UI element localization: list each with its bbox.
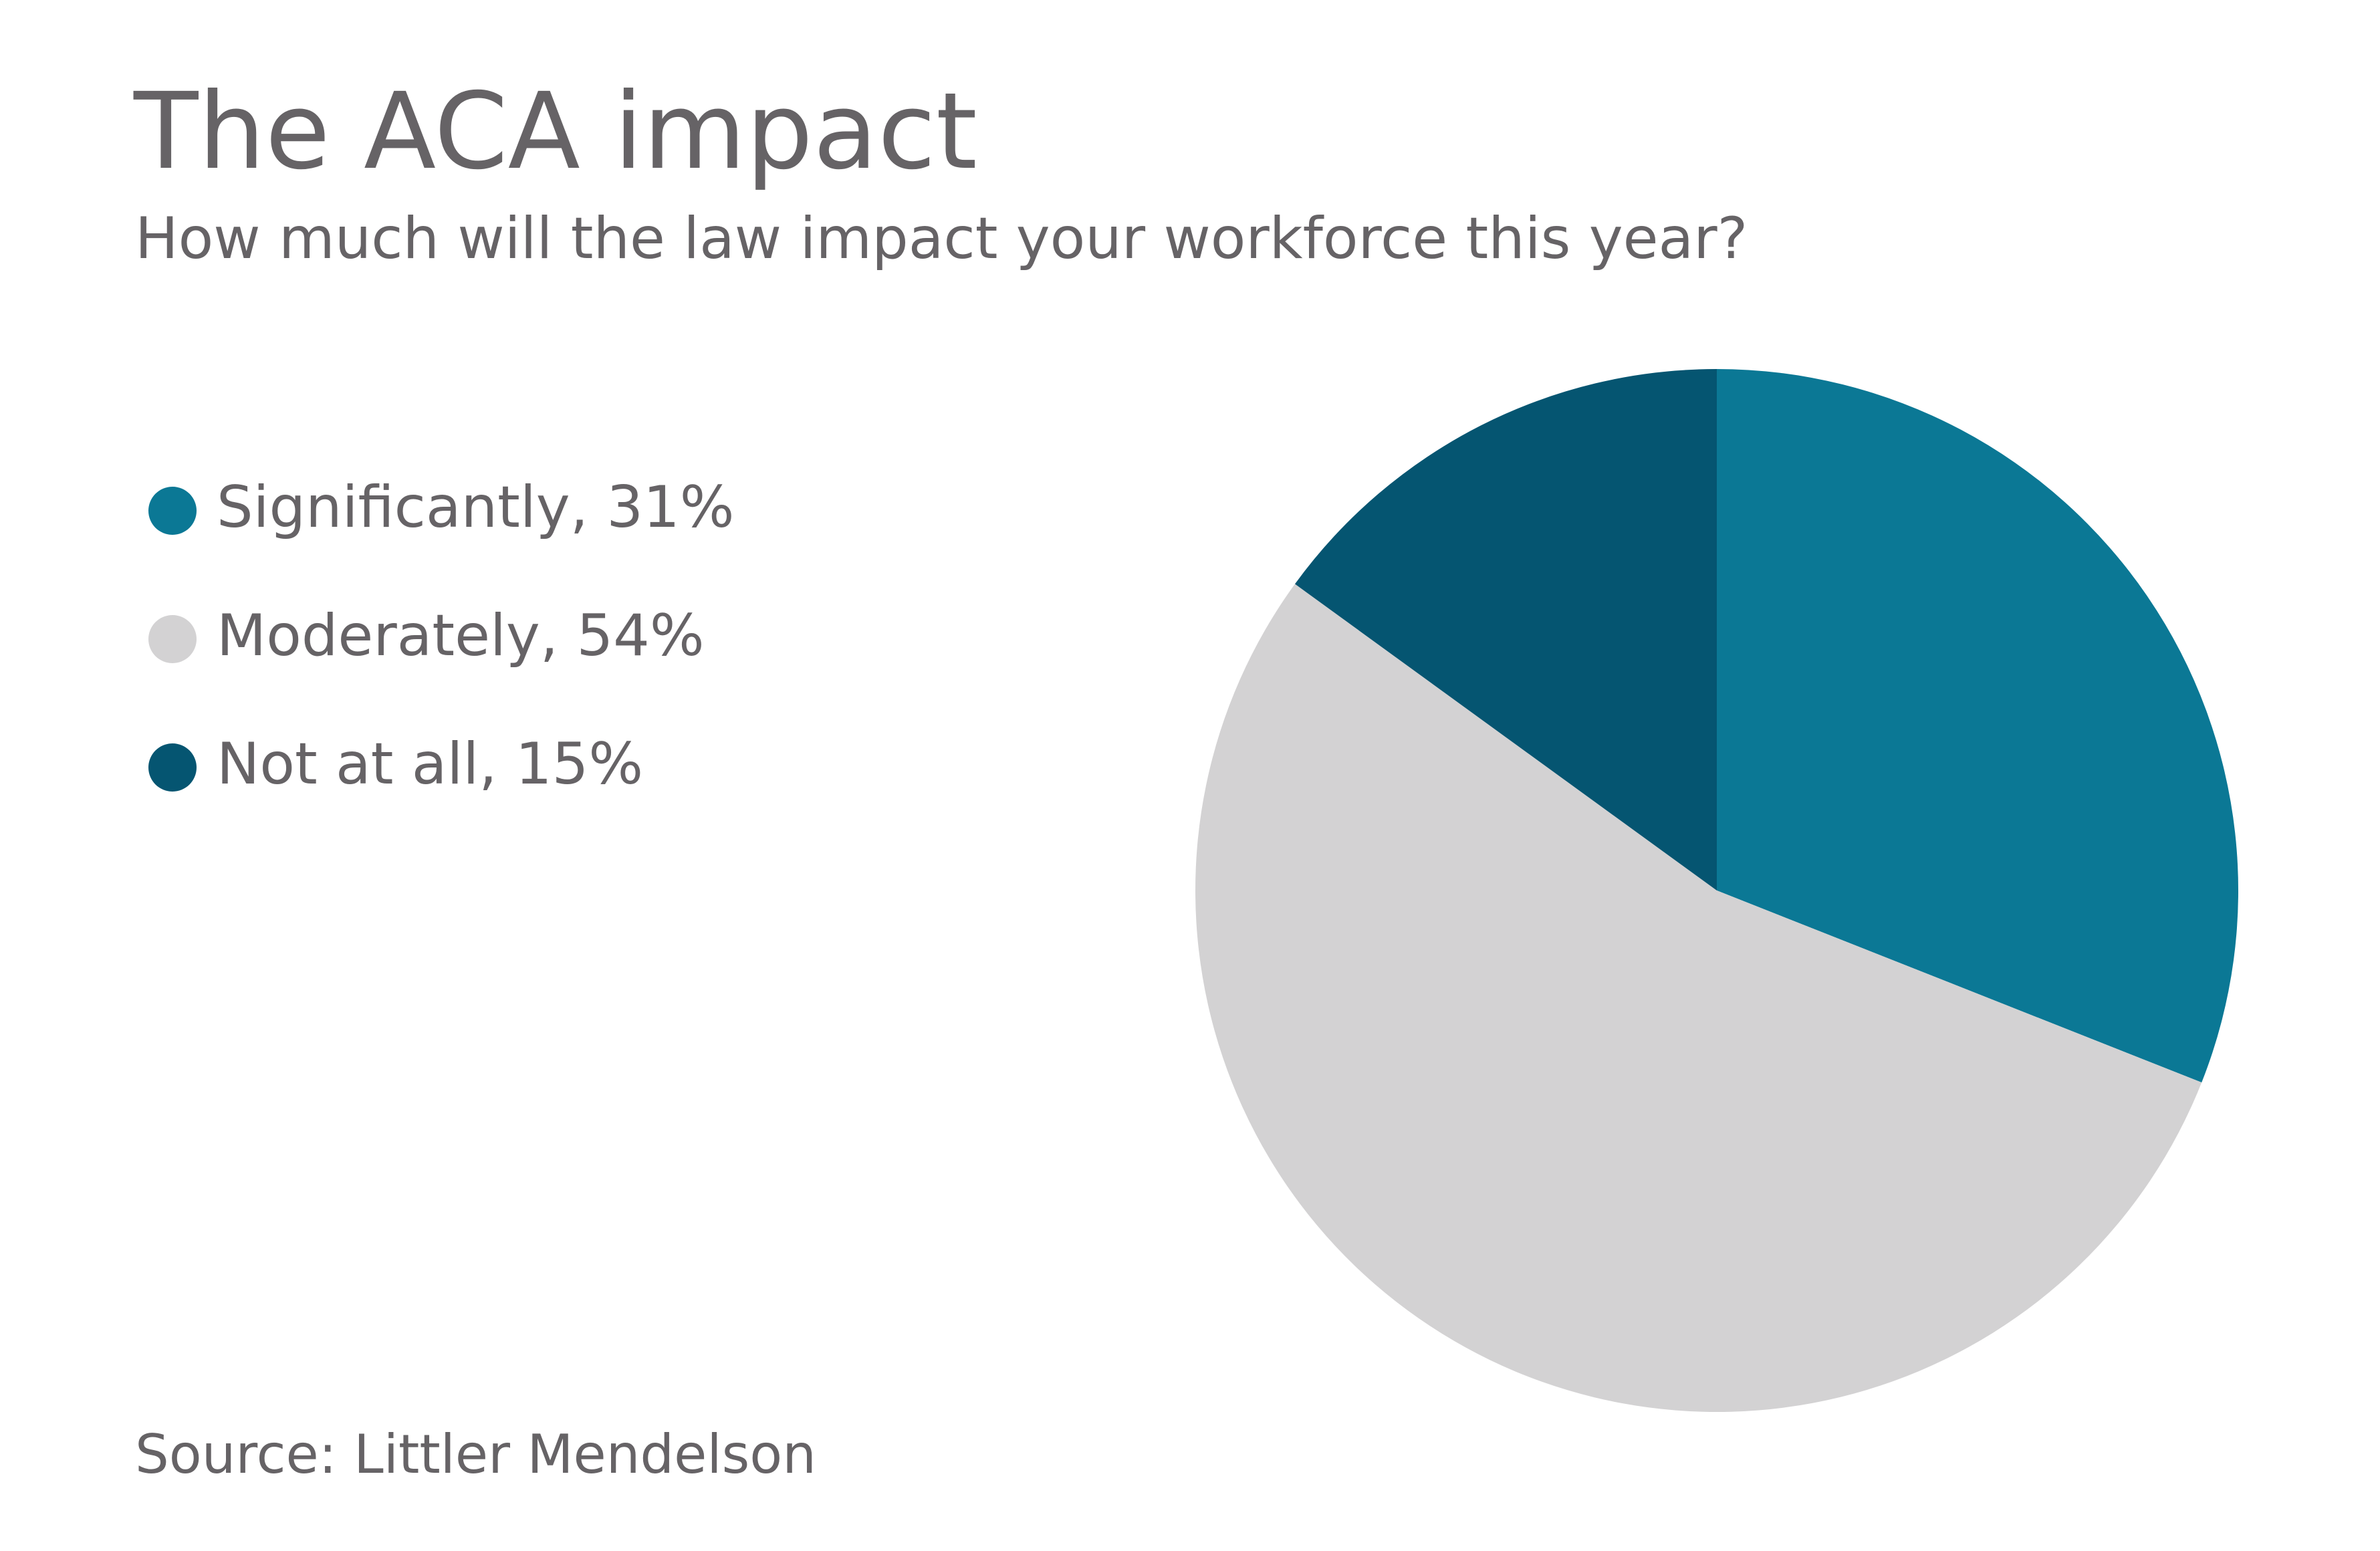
chart-subtitle: How much will the law impact your workfo… bbox=[135, 205, 1748, 272]
legend-swatch-significantly bbox=[148, 487, 197, 535]
legend-label-not-at-all: Not at all, 15% bbox=[217, 731, 644, 798]
chart-title: The ACA impact bbox=[134, 70, 977, 193]
legend-label-significantly: Significantly, 31% bbox=[217, 474, 735, 541]
pie-slice-significantly bbox=[1717, 369, 2239, 1083]
legend-swatch-not-at-all bbox=[148, 743, 197, 792]
legend-label-moderately: Moderately, 54% bbox=[217, 602, 705, 669]
legend-swatch-moderately bbox=[148, 615, 197, 663]
source-note: Source: Littler Mendelson bbox=[135, 1423, 816, 1485]
pie-slice-not-at-all bbox=[1294, 369, 1717, 890]
pie-slice-moderately bbox=[1195, 584, 2202, 1412]
